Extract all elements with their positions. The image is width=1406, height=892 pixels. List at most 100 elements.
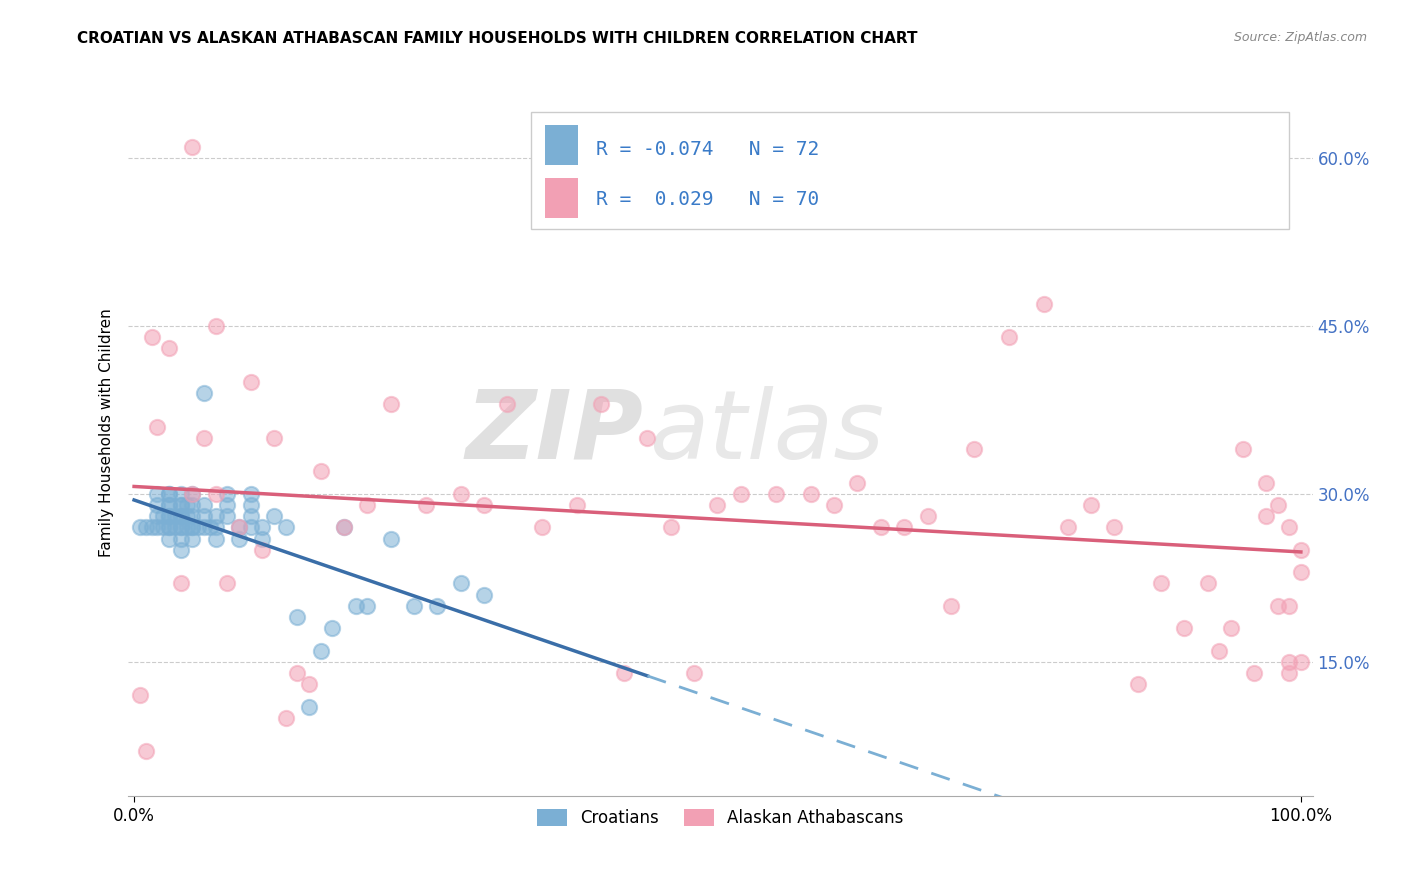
Point bbox=[170, 532, 193, 546]
Point bbox=[217, 487, 239, 501]
Text: Source: ZipAtlas.com: Source: ZipAtlas.com bbox=[1233, 31, 1367, 45]
Point bbox=[170, 542, 193, 557]
Bar bbox=[546, 178, 578, 218]
Point bbox=[176, 498, 198, 512]
Point bbox=[135, 520, 157, 534]
Point bbox=[170, 509, 193, 524]
Point bbox=[193, 520, 215, 534]
Point bbox=[198, 520, 221, 534]
Point bbox=[298, 699, 321, 714]
Point bbox=[1150, 576, 1173, 591]
Point bbox=[496, 397, 519, 411]
Point bbox=[1254, 509, 1277, 524]
Point bbox=[129, 520, 152, 534]
Point bbox=[1173, 621, 1195, 635]
Point bbox=[228, 520, 250, 534]
Point bbox=[1102, 520, 1125, 534]
Point bbox=[239, 375, 262, 389]
Point bbox=[146, 509, 169, 524]
Point bbox=[415, 498, 437, 512]
Point bbox=[846, 475, 869, 490]
Point bbox=[287, 610, 309, 624]
Point bbox=[204, 487, 226, 501]
Point bbox=[157, 487, 180, 501]
Point bbox=[181, 487, 204, 501]
Point bbox=[963, 442, 986, 456]
Point bbox=[181, 520, 204, 534]
Point bbox=[181, 509, 204, 524]
Point bbox=[263, 431, 285, 445]
Point bbox=[170, 520, 193, 534]
Point bbox=[157, 520, 180, 534]
Point bbox=[426, 599, 449, 613]
Point bbox=[1267, 207, 1289, 221]
Point bbox=[193, 431, 215, 445]
Point bbox=[823, 498, 845, 512]
Point bbox=[181, 498, 204, 512]
Point bbox=[146, 487, 169, 501]
Point bbox=[157, 487, 180, 501]
Bar bbox=[546, 125, 578, 164]
Point bbox=[152, 520, 174, 534]
Point bbox=[1080, 498, 1102, 512]
Point bbox=[193, 498, 215, 512]
Point bbox=[239, 520, 262, 534]
Point bbox=[567, 498, 589, 512]
Point bbox=[157, 509, 180, 524]
Point bbox=[157, 520, 180, 534]
Point bbox=[274, 520, 297, 534]
Point bbox=[800, 487, 823, 501]
Point bbox=[706, 498, 728, 512]
Point bbox=[274, 711, 297, 725]
Point bbox=[252, 532, 274, 546]
Point bbox=[589, 397, 612, 411]
Point bbox=[176, 520, 198, 534]
Point bbox=[170, 509, 193, 524]
Point bbox=[204, 318, 226, 333]
Point bbox=[321, 621, 343, 635]
Point bbox=[204, 532, 226, 546]
Point bbox=[157, 342, 180, 356]
Point bbox=[263, 509, 285, 524]
Y-axis label: Family Households with Children: Family Households with Children bbox=[100, 308, 114, 557]
Text: atlas: atlas bbox=[650, 386, 884, 479]
Point bbox=[730, 487, 752, 501]
Point bbox=[356, 498, 378, 512]
Point bbox=[309, 643, 332, 657]
Point bbox=[1254, 475, 1277, 490]
Point bbox=[146, 520, 169, 534]
Point bbox=[380, 532, 402, 546]
Point bbox=[333, 520, 356, 534]
Point bbox=[450, 576, 472, 591]
Legend: Croatians, Alaskan Athabascans: Croatians, Alaskan Athabascans bbox=[529, 800, 912, 835]
Point bbox=[217, 509, 239, 524]
Point bbox=[193, 509, 215, 524]
Point bbox=[170, 498, 193, 512]
Point bbox=[239, 487, 262, 501]
Point bbox=[1197, 576, 1219, 591]
Text: CROATIAN VS ALASKAN ATHABASCAN FAMILY HOUSEHOLDS WITH CHILDREN CORRELATION CHART: CROATIAN VS ALASKAN ATHABASCAN FAMILY HO… bbox=[77, 31, 918, 46]
Point bbox=[163, 520, 186, 534]
Point bbox=[181, 520, 204, 534]
Point bbox=[157, 509, 180, 524]
Point bbox=[217, 498, 239, 512]
Point bbox=[613, 665, 636, 680]
Point bbox=[1278, 665, 1301, 680]
Point bbox=[252, 520, 274, 534]
Point bbox=[228, 532, 250, 546]
Point bbox=[252, 542, 274, 557]
Point bbox=[472, 588, 495, 602]
Point bbox=[129, 689, 152, 703]
Point bbox=[1056, 520, 1078, 534]
Point bbox=[170, 498, 193, 512]
Point bbox=[450, 487, 472, 501]
Point bbox=[146, 419, 169, 434]
Point bbox=[187, 520, 209, 534]
Point bbox=[1289, 655, 1312, 669]
Point bbox=[333, 520, 356, 534]
Point bbox=[287, 665, 309, 680]
Point bbox=[1289, 542, 1312, 557]
Point bbox=[157, 532, 180, 546]
Point bbox=[309, 465, 332, 479]
Point bbox=[1219, 621, 1241, 635]
